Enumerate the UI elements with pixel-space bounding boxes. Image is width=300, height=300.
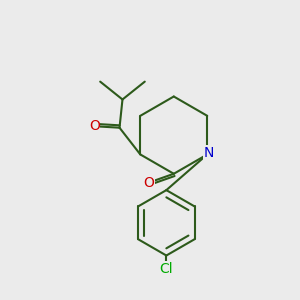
Text: Cl: Cl [160,262,173,276]
Text: O: O [89,119,100,133]
Text: O: O [143,176,154,190]
Text: N: N [203,146,214,160]
